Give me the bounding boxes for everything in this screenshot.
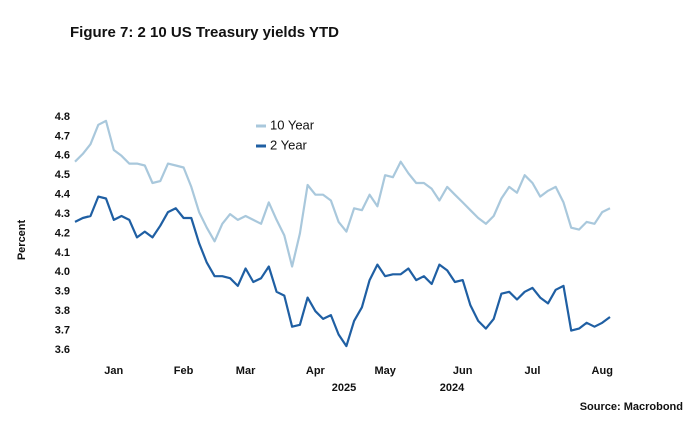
x-tick-label: Feb: [174, 365, 194, 377]
legend-label: 10 Year: [270, 117, 315, 132]
y-tick-label: 4.2: [55, 227, 70, 239]
chart-title: Figure 7: 2 10 US Treasury yields YTD: [70, 24, 339, 41]
legend-label: 2 Year: [270, 137, 308, 152]
x-tick-label: Apr: [306, 365, 326, 377]
y-tick-label: 4.7: [55, 130, 70, 142]
x-tick-label: May: [374, 365, 396, 377]
y-axis-label: Percent: [16, 219, 28, 260]
y-tick-label: 4.1: [55, 247, 70, 259]
y-tick-label: 3.8: [55, 305, 70, 317]
y-tick-label: 3.7: [55, 324, 70, 336]
x-tick-label: Jun: [453, 365, 473, 377]
x-tick-label: Jul: [525, 365, 541, 377]
y-tick-label: 3.9: [55, 286, 70, 298]
y-tick-label: 4.6: [55, 150, 70, 162]
year-annotation: 2024: [440, 382, 465, 394]
y-tick-label: 4.5: [55, 169, 70, 181]
y-tick-label: 3.6: [55, 344, 70, 356]
series-line: [74, 119, 611, 268]
x-tick-label: Jan: [104, 365, 123, 377]
y-tick-label: 4.3: [55, 208, 70, 220]
y-tick-label: 4.4: [55, 189, 71, 201]
y-tick-label: 4.0: [55, 266, 70, 278]
x-tick-label: Mar: [236, 365, 256, 377]
series-line: [74, 195, 611, 348]
y-tick-label: 4.8: [55, 111, 70, 123]
x-tick-label: Aug: [592, 365, 613, 377]
year-annotation: 2025: [332, 382, 356, 394]
source-note: Source: Macrobond: [580, 401, 683, 413]
